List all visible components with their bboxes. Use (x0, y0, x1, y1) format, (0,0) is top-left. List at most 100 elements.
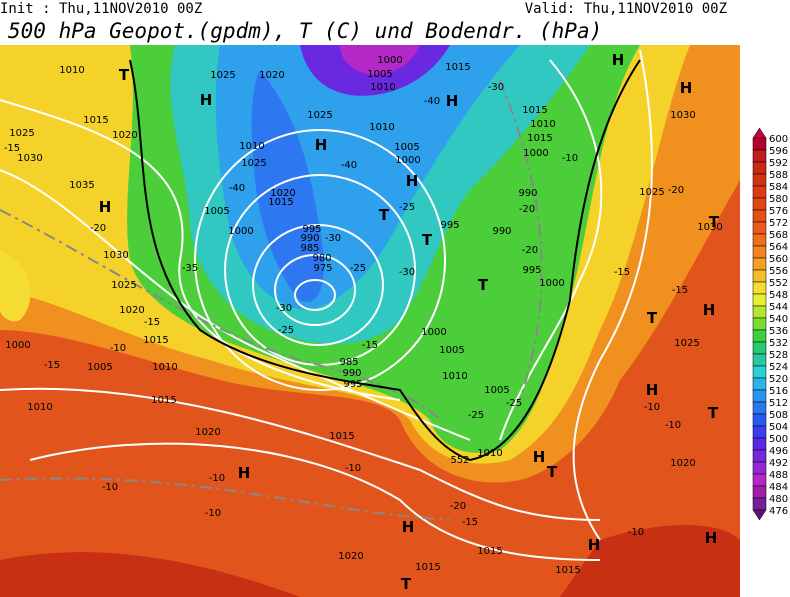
contour-label: -10 (102, 482, 118, 493)
contour-label: 1015 (477, 546, 502, 557)
contour-label: 1020 (119, 305, 144, 316)
colorbar-label: 476 (769, 506, 788, 517)
colorbar-label: 484 (769, 482, 788, 493)
colorbar-label: 588 (769, 170, 788, 181)
contour-label: 1035 (69, 180, 94, 191)
contour-label: -40 (424, 96, 440, 107)
colorbar-label: 540 (769, 314, 788, 325)
contour-label: 1025 (307, 110, 332, 121)
contour-label: 1015 (151, 395, 176, 406)
colorbar-swatch (752, 401, 767, 415)
contour-label: 1010 (239, 141, 264, 152)
contour-label: 1010 (59, 65, 84, 76)
colorbar-label: 556 (769, 266, 788, 277)
colorbar-label: 520 (769, 374, 788, 385)
colorbar-label: 488 (769, 470, 788, 481)
map-title: 500 hPa Geopot.(gpdm), T (C) und Bodendr… (8, 19, 602, 43)
contour-label: 1005 (87, 362, 112, 373)
colorbar-swatch (752, 449, 767, 463)
pressure-center: T (422, 231, 433, 249)
contour-label: -15 (462, 517, 478, 528)
colorbar-label: 492 (769, 458, 788, 469)
contour-label: 1005 (367, 69, 392, 80)
colorbar-swatch (752, 377, 767, 391)
contour-label: 995 (302, 224, 321, 235)
colorbar-swatch (752, 245, 767, 259)
pressure-center: H (680, 79, 693, 97)
init-time: Init : Thu,11NOV2010 00Z (0, 1, 202, 17)
colorbar-swatch (752, 425, 767, 439)
colorbar-cap (752, 127, 767, 139)
colorbar-swatch (752, 365, 767, 379)
colorbar-label: 568 (769, 230, 788, 241)
colorbar-swatch (752, 197, 767, 211)
contour-label: 990 (518, 188, 537, 199)
contour-label: 1000 (5, 340, 30, 351)
pressure-center: H (406, 172, 419, 190)
colorbar-swatch (752, 173, 767, 187)
contour-label: 995 (343, 379, 362, 390)
colorbar-label: 532 (769, 338, 788, 349)
colorbar-label: 504 (769, 422, 788, 433)
contour-label: 1015 (555, 565, 580, 576)
pressure-center: H (612, 51, 625, 69)
contour-label: -10 (628, 527, 644, 538)
valid-time: Valid: Thu,11NOV2010 00Z (525, 1, 727, 17)
contour-label: -15 (362, 340, 378, 351)
contour-label: 1005 (204, 206, 229, 217)
colorbar-swatch (752, 281, 767, 295)
contour-label: 1015 (268, 197, 293, 208)
contour-label: 1015 (329, 431, 354, 442)
contour-label: -20 (668, 185, 684, 196)
contour-label: 990 (342, 368, 361, 379)
contour-label: -15 (144, 317, 160, 328)
colorbar-label: 512 (769, 398, 788, 409)
pressure-center: H (315, 136, 328, 154)
colorbar-label: 572 (769, 218, 788, 229)
contour-label: 1025 (111, 280, 136, 291)
contour-label: 1000 (395, 155, 420, 166)
contour-label: -30 (488, 82, 504, 93)
contour-label: 1025 (9, 128, 34, 139)
contour-label: -30 (276, 303, 292, 314)
contour-label: -40 (341, 160, 357, 171)
contour-label: -15 (4, 143, 20, 154)
contour-label: 1005 (394, 142, 419, 153)
contour-label: 1000 (228, 226, 253, 237)
contour-label: 1020 (670, 458, 695, 469)
contour-label: -20 (522, 245, 538, 256)
colorbar-label: 544 (769, 302, 788, 313)
colorbar-cap (752, 509, 767, 521)
colorbar-swatch (752, 413, 767, 427)
contour-label: 552 (450, 455, 469, 466)
colorbar: 6005965925885845805765725685645605565525… (752, 127, 788, 521)
pressure-center: T (647, 309, 658, 327)
contour-label: 1015 (527, 133, 552, 144)
colorbar-label: 528 (769, 350, 788, 361)
colorbar-label: 560 (769, 254, 788, 265)
contour-label: 1025 (639, 187, 664, 198)
contour-label: -35 (182, 263, 198, 274)
colorbar-swatch (752, 269, 767, 283)
map-background (0, 45, 740, 597)
pressure-center: H (533, 448, 546, 466)
contour-label: 1000 (377, 55, 402, 66)
colorbar-swatch (752, 257, 767, 271)
contour-label: 1015 (143, 335, 168, 346)
contour-label: 1020 (270, 188, 295, 199)
contour-label: -25 (350, 263, 366, 274)
colorbar-swatch (752, 341, 767, 355)
pressure-center: H (99, 198, 112, 216)
contour-label: 1015 (83, 115, 108, 126)
contour-label: 1025 (674, 338, 699, 349)
colorbar-label: 524 (769, 362, 788, 373)
pressure-center: T (547, 463, 558, 481)
contour-label: 1030 (670, 110, 695, 121)
colorbar-swatch (752, 497, 767, 511)
pressure-center: T (709, 213, 720, 231)
pressure-center: T (119, 66, 130, 84)
contour-label: 1010 (530, 119, 555, 130)
contour-label: -10 (209, 473, 225, 484)
contour-label: 1000 (539, 278, 564, 289)
